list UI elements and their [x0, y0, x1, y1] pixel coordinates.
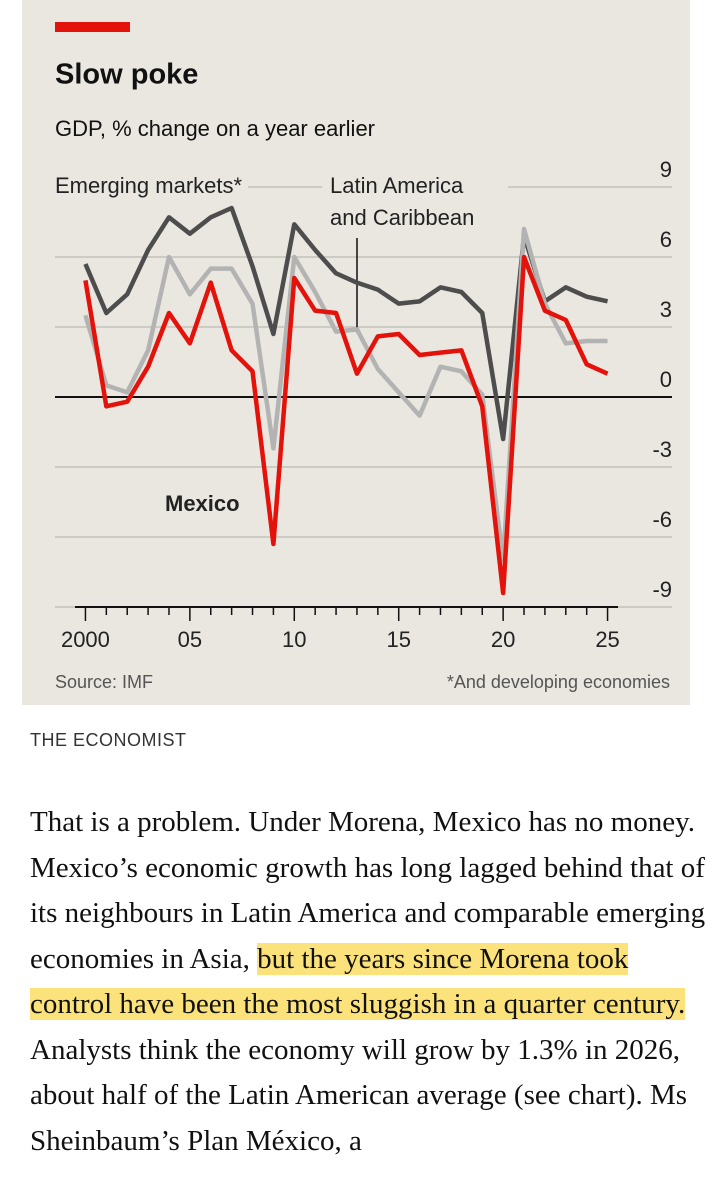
x-tick-label: 2000: [61, 627, 110, 652]
chart-panel: Slow poke GDP, % change on a year earlie…: [22, 0, 690, 705]
y-tick-label: 6: [660, 227, 672, 252]
x-tick-label: 10: [282, 627, 306, 652]
x-tick-label: 20: [491, 627, 515, 652]
footnote: *And developing economies: [447, 672, 670, 692]
series-label: Mexico: [165, 491, 240, 516]
chart-subtitle: GDP, % change on a year earlier: [55, 116, 375, 141]
source: Source: IMF: [55, 672, 153, 692]
x-tick-label: 25: [595, 627, 619, 652]
y-tick-label: 9: [660, 157, 672, 182]
y-tick-label: -6: [652, 507, 672, 532]
y-tick-label: -3: [652, 437, 672, 462]
chart: Slow poke GDP, % change on a year earlie…: [55, 22, 672, 692]
article-text: That is a problem. Under Morena, Mexico …: [30, 806, 706, 975]
brand-bar: [55, 22, 130, 32]
credit: THE ECONOMIST: [30, 730, 187, 750]
article-text: Analysts think the economy will grow by …: [30, 1033, 688, 1157]
y-tick-label: -9: [652, 577, 672, 602]
series-label: Emerging markets*: [55, 170, 249, 202]
series-line: [83, 254, 609, 596]
y-tick-label: 0: [660, 367, 672, 392]
chart-title: Slow poke: [55, 59, 198, 91]
series-label: Latin America and Caribbean: [322, 170, 508, 234]
y-tick-label: 3: [660, 297, 672, 322]
x-tick-label: 15: [386, 627, 410, 652]
x-tick-label: 05: [178, 627, 202, 652]
article-paragraph: That is a problem. Under Morena, Mexico …: [30, 800, 710, 1164]
